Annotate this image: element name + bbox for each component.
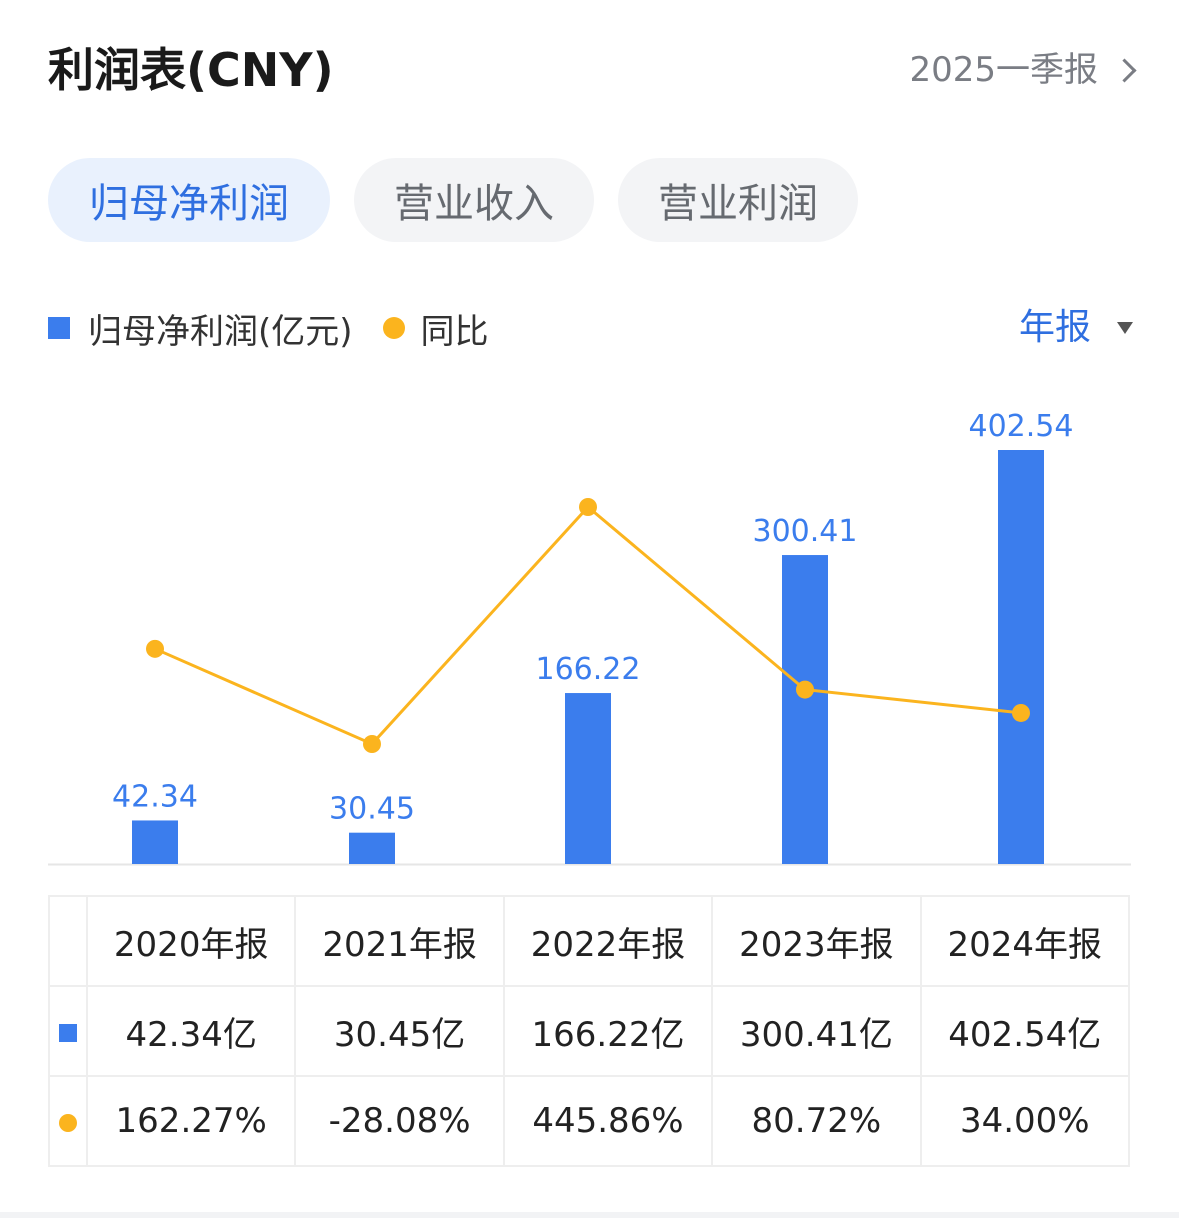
line-layer [146, 498, 1030, 753]
values-row-key [48, 985, 88, 1077]
profit-chart: 42.34 30.45 166.22 300.41 402.54 [48, 409, 1131, 866]
table-header-cell: 2023年报 [711, 895, 922, 987]
yoy-row-key [48, 1075, 88, 1167]
table-yoy-cell: 34.00% [919, 1075, 1131, 1167]
period-type-select[interactable]: 年报 [1019, 300, 1133, 356]
bar-legend-label: 归母净利润(亿元) [88, 311, 353, 352]
bar-2024年报 [998, 450, 1044, 864]
table-corner-cell [48, 895, 88, 987]
bottom-divider [0, 1212, 1179, 1218]
table-value-cell: 300.41亿 [711, 985, 922, 1077]
bar-value-label: 30.45 [329, 792, 415, 827]
chevron-right-icon [1112, 57, 1137, 83]
yoy-point-2020年报 [146, 639, 164, 658]
bar-2020年报 [132, 820, 178, 864]
table-row-yoy: 162.27% -28.08% 445.86% 80.72% 34.00% [48, 1075, 1131, 1167]
yoy-point-2022年报 [579, 498, 597, 516]
period-type-label: 年报 [1018, 307, 1091, 348]
table-value-cell: 402.54亿 [919, 985, 1131, 1077]
data-table: 2020年报 2021年报 2022年报 2023年报 2024年报 42.34… [48, 895, 1131, 1167]
period-label: 2025一季报 [909, 50, 1098, 90]
yoy-point-2023年报 [796, 680, 814, 699]
yoy-point-2021年报 [363, 735, 381, 753]
period-link[interactable]: 2025一季报 [909, 38, 1137, 102]
yoy-point-2024年报 [1012, 703, 1030, 722]
table-value-cell: 42.34亿 [85, 985, 297, 1077]
table-header-cell: 2022年报 [502, 895, 714, 987]
table-header-row: 2020年报 2021年报 2022年报 2023年报 2024年报 [48, 895, 1131, 987]
dropdown-arrow-icon [1117, 322, 1133, 334]
table-row-values: 42.34亿 30.45亿 166.22亿 300.41亿 402.54亿 [48, 985, 1131, 1077]
table-header-cell: 2024年报 [919, 895, 1131, 987]
table-value-cell: 166.22亿 [502, 985, 714, 1077]
table-yoy-cell: -28.08% [294, 1075, 505, 1167]
bar-legend-marker [48, 317, 70, 339]
bar-value-label: 300.41 [753, 514, 858, 549]
line-legend-marker [382, 317, 405, 339]
bar-2023年报 [782, 555, 828, 864]
table-value-cell: 30.45亿 [294, 985, 505, 1077]
bar-value-label: 42.34 [112, 779, 198, 814]
line-legend-label: 同比 [420, 311, 489, 352]
bars-layer: 42.34 30.45 166.22 300.41 402.54 [112, 409, 1073, 864]
page-title: 利润表(CNY) [48, 43, 334, 97]
table-yoy-cell: 80.72% [711, 1075, 922, 1167]
table-yoy-cell: 445.86% [502, 1075, 714, 1167]
bar-value-label: 166.22 [536, 652, 641, 687]
table-yoy-cell: 162.27% [85, 1075, 297, 1167]
tab-net-profit[interactable]: 归母净利润 [48, 158, 330, 242]
bar-2022年报 [565, 693, 611, 864]
line-key-icon [59, 1114, 77, 1132]
tab-operating-profit[interactable]: 营业利润 [618, 158, 858, 242]
bar-key-icon [59, 1024, 77, 1042]
chart-legend: 归母净利润(亿元) 同比 年报 [48, 300, 1133, 356]
title-row: 利润表(CNY) 2025一季报 [48, 38, 1137, 102]
bar-value-label: 402.54 [969, 409, 1074, 444]
metric-tabs: 归母净利润 营业收入 营业利润 [48, 158, 858, 242]
table-header-cell: 2021年报 [294, 895, 505, 987]
table-header-cell: 2020年报 [85, 895, 297, 987]
bar-2021年报 [349, 832, 395, 864]
tab-revenue[interactable]: 营业收入 [354, 158, 594, 242]
